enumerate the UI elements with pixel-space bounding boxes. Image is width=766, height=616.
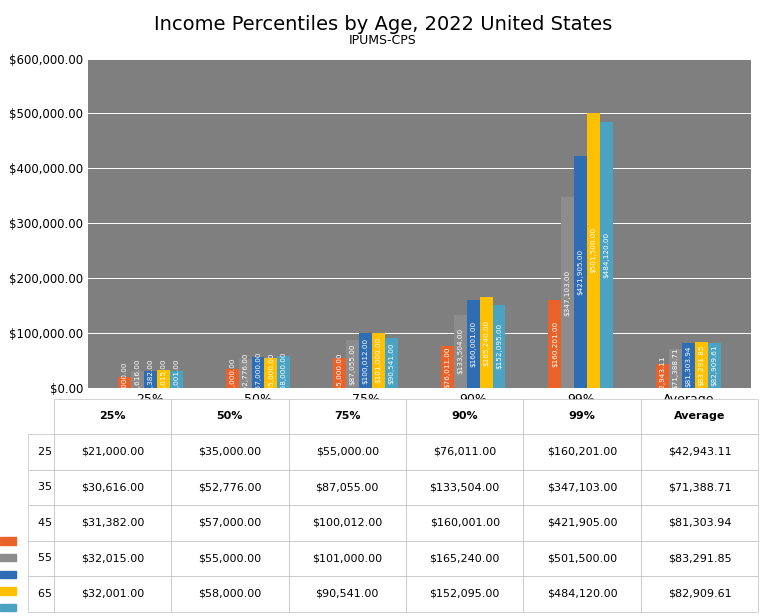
- Bar: [682, 344, 695, 388]
- Text: $52,776.00: $52,776.00: [242, 353, 248, 394]
- Text: $160,001.00: $160,001.00: [470, 321, 476, 367]
- Bar: [0, 537, 15, 545]
- Bar: [359, 333, 372, 388]
- Text: $101,000.00: $101,000.00: [375, 338, 381, 383]
- Bar: [669, 349, 682, 388]
- Text: $421,905.00: $421,905.00: [578, 249, 584, 295]
- Text: $81,303.94: $81,303.94: [686, 345, 691, 386]
- Text: $57,000.00: $57,000.00: [255, 352, 261, 393]
- Bar: [588, 113, 600, 388]
- Bar: [0, 587, 15, 595]
- Bar: [656, 365, 669, 388]
- Bar: [277, 356, 290, 388]
- Bar: [372, 333, 385, 388]
- Bar: [466, 300, 480, 388]
- Text: $71,388.71: $71,388.71: [673, 347, 679, 389]
- Bar: [346, 340, 359, 388]
- Bar: [708, 342, 721, 388]
- Text: $152,095.00: $152,095.00: [496, 323, 502, 370]
- Bar: [118, 376, 131, 388]
- Text: $83,291.85: $83,291.85: [698, 344, 704, 386]
- Bar: [251, 357, 264, 388]
- Text: $35,000.00: $35,000.00: [229, 358, 235, 399]
- Bar: [561, 197, 574, 388]
- Text: $160,201.00: $160,201.00: [552, 321, 558, 367]
- Text: $30,616.00: $30,616.00: [135, 359, 141, 400]
- Bar: [600, 122, 613, 388]
- Text: $21,000.00: $21,000.00: [122, 362, 128, 403]
- Bar: [0, 554, 15, 561]
- Bar: [170, 370, 183, 388]
- Text: $32,001.00: $32,001.00: [173, 359, 179, 400]
- Text: $165,240.00: $165,240.00: [483, 320, 489, 366]
- Text: $100,012.00: $100,012.00: [362, 338, 368, 384]
- Bar: [264, 358, 277, 388]
- Text: $133,504.00: $133,504.00: [457, 328, 463, 375]
- Bar: [333, 358, 346, 388]
- Text: $42,943.11: $42,943.11: [660, 355, 666, 397]
- Bar: [695, 342, 708, 388]
- Bar: [131, 371, 144, 388]
- Bar: [493, 304, 506, 388]
- Text: IPUMS-CPS: IPUMS-CPS: [349, 34, 417, 47]
- Text: $501,500.00: $501,500.00: [591, 227, 597, 274]
- Text: $31,382.00: $31,382.00: [148, 359, 153, 400]
- Bar: [157, 370, 170, 388]
- Bar: [548, 300, 561, 388]
- Text: $58,000.00: $58,000.00: [281, 351, 286, 393]
- Text: $90,541.00: $90,541.00: [388, 342, 394, 384]
- Bar: [453, 315, 466, 388]
- Text: $82,909.61: $82,909.61: [711, 344, 717, 386]
- Bar: [574, 156, 588, 388]
- Bar: [144, 371, 157, 388]
- Text: $87,055.00: $87,055.00: [350, 344, 355, 385]
- Bar: [385, 338, 398, 388]
- Text: $55,000.00: $55,000.00: [337, 352, 343, 394]
- Bar: [0, 604, 15, 612]
- Text: $55,000.00: $55,000.00: [268, 352, 274, 394]
- Text: $32,015.00: $32,015.00: [160, 359, 166, 400]
- Text: Income Percentiles by Age, 2022 United States: Income Percentiles by Age, 2022 United S…: [154, 15, 612, 34]
- Text: $484,120.00: $484,120.00: [604, 232, 610, 278]
- Bar: [0, 570, 15, 578]
- Bar: [239, 359, 251, 388]
- Bar: [480, 298, 493, 388]
- Bar: [226, 369, 239, 388]
- Bar: [441, 346, 453, 388]
- Text: $76,011.00: $76,011.00: [444, 346, 450, 388]
- Text: $347,103.00: $347,103.00: [565, 270, 571, 316]
